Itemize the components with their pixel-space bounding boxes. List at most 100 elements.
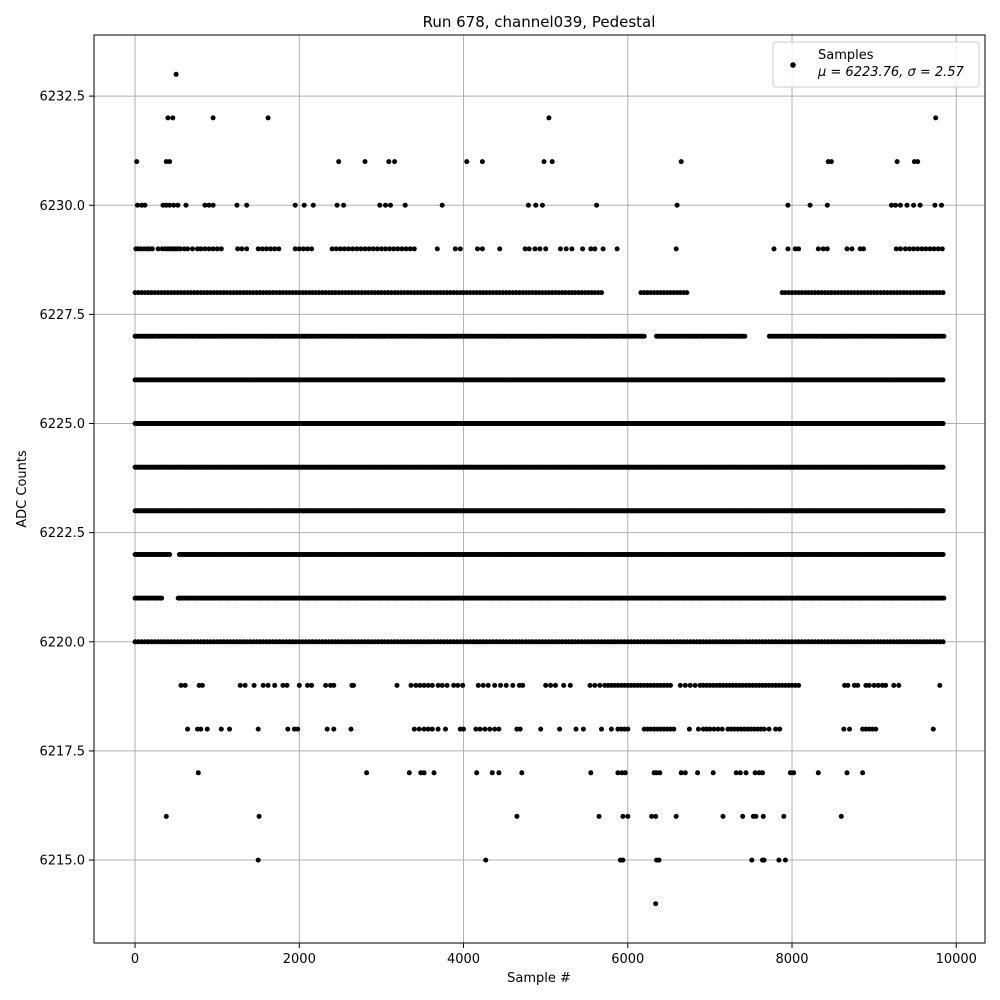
data-point bbox=[210, 115, 216, 121]
data-point bbox=[520, 682, 526, 688]
data-point bbox=[673, 246, 679, 252]
data-point bbox=[411, 726, 417, 732]
data-points bbox=[132, 71, 947, 907]
data-point bbox=[710, 770, 716, 776]
data-point bbox=[791, 770, 797, 776]
data-point bbox=[457, 246, 463, 252]
data-point bbox=[411, 246, 417, 252]
data-point bbox=[377, 202, 383, 208]
data-point bbox=[845, 682, 851, 688]
data-point bbox=[749, 857, 755, 863]
data-point bbox=[940, 508, 946, 514]
data-point bbox=[596, 813, 602, 819]
data-point bbox=[167, 159, 173, 165]
data-point bbox=[413, 682, 419, 688]
data-point bbox=[498, 682, 503, 688]
data-point bbox=[807, 202, 813, 208]
data-point bbox=[434, 246, 440, 252]
data-point bbox=[671, 726, 677, 732]
data-point bbox=[553, 682, 558, 688]
data-point bbox=[473, 726, 479, 732]
data-point bbox=[740, 813, 746, 819]
data-point bbox=[897, 246, 903, 252]
data-point bbox=[615, 770, 621, 776]
data-point bbox=[336, 159, 342, 165]
y-axis-ticks: 6215.06217.56220.06222.56225.06227.56230… bbox=[40, 90, 94, 869]
data-point bbox=[873, 726, 879, 732]
data-point bbox=[483, 857, 489, 863]
data-point bbox=[492, 726, 498, 732]
data-point bbox=[939, 202, 944, 208]
data-point bbox=[620, 813, 626, 819]
data-point bbox=[351, 682, 356, 688]
data-point bbox=[198, 246, 204, 252]
data-point bbox=[847, 726, 852, 732]
data-point bbox=[204, 726, 210, 732]
data-point bbox=[199, 682, 205, 688]
data-point bbox=[183, 202, 189, 208]
data-point bbox=[444, 682, 450, 688]
data-point bbox=[284, 682, 290, 688]
data-point bbox=[824, 202, 830, 208]
data-point bbox=[538, 726, 544, 732]
data-point bbox=[323, 682, 329, 688]
data-point bbox=[206, 246, 212, 252]
data-point bbox=[227, 726, 232, 732]
data-point bbox=[496, 770, 502, 776]
data-point bbox=[350, 246, 356, 252]
data-point bbox=[310, 202, 316, 208]
data-point bbox=[592, 682, 598, 688]
data-point bbox=[896, 682, 902, 688]
data-point bbox=[752, 770, 758, 776]
data-point bbox=[482, 726, 488, 732]
data-point bbox=[838, 813, 844, 819]
data-point bbox=[460, 682, 466, 688]
plot-frame bbox=[93, 34, 986, 944]
data-point bbox=[781, 813, 787, 819]
data-point bbox=[165, 115, 171, 121]
data-point bbox=[567, 682, 573, 688]
data-point bbox=[773, 726, 779, 732]
data-point bbox=[940, 290, 946, 296]
x-tick-label: 8000 bbox=[775, 952, 808, 967]
data-point bbox=[175, 202, 181, 208]
data-point bbox=[526, 246, 532, 252]
data-point bbox=[782, 857, 788, 863]
data-point bbox=[235, 246, 241, 252]
data-point bbox=[543, 682, 549, 688]
data-point bbox=[871, 682, 877, 688]
data-point bbox=[210, 202, 216, 208]
data-point bbox=[237, 682, 243, 688]
data-point bbox=[173, 71, 179, 77]
y-tick-label: 6227.5 bbox=[40, 308, 86, 323]
data-point bbox=[388, 202, 393, 208]
data-point bbox=[911, 246, 917, 252]
data-point bbox=[656, 857, 662, 863]
data-point bbox=[919, 246, 925, 252]
data-point bbox=[480, 682, 486, 688]
data-point bbox=[761, 857, 767, 863]
data-point bbox=[682, 682, 688, 688]
data-point bbox=[408, 682, 414, 688]
data-point bbox=[599, 290, 604, 296]
data-point bbox=[429, 682, 435, 688]
data-point bbox=[588, 246, 594, 252]
data-point bbox=[265, 115, 271, 121]
x-tick-label: 10000 bbox=[936, 952, 977, 967]
data-point bbox=[198, 726, 204, 732]
data-point bbox=[678, 770, 684, 776]
data-point bbox=[455, 682, 461, 688]
data-point bbox=[940, 377, 946, 383]
data-point bbox=[927, 246, 933, 252]
data-point bbox=[592, 246, 598, 252]
data-point bbox=[431, 770, 437, 776]
data-point bbox=[620, 857, 626, 863]
data-point bbox=[682, 770, 688, 776]
data-point bbox=[733, 770, 739, 776]
data-point bbox=[280, 682, 286, 688]
data-point bbox=[159, 595, 165, 601]
data-point bbox=[599, 726, 604, 732]
data-point bbox=[387, 246, 393, 252]
data-point bbox=[403, 246, 409, 252]
data-point bbox=[622, 770, 628, 776]
